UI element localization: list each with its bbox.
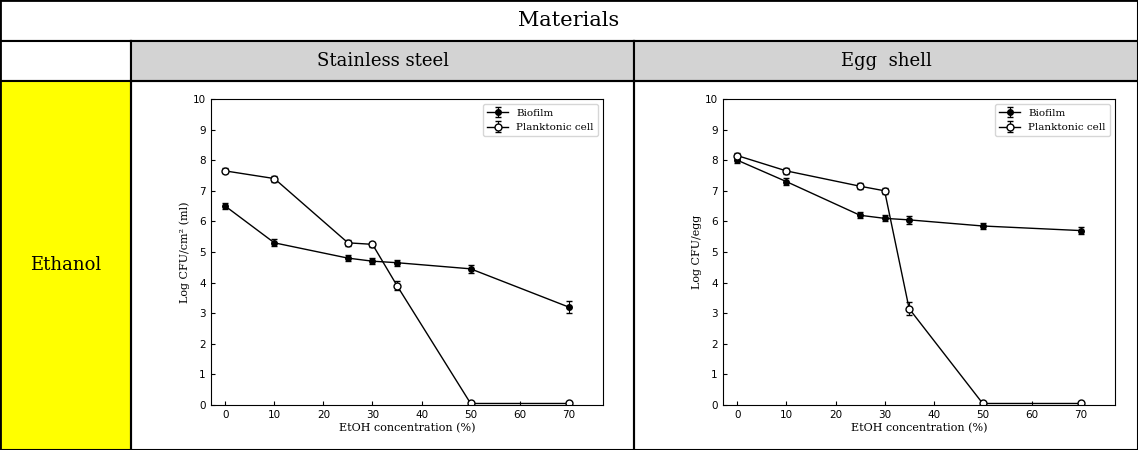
Text: Stainless steel: Stainless steel [316,52,448,70]
Legend: Biofilm, Planktonic cell: Biofilm, Planktonic cell [483,104,597,136]
X-axis label: EtOH concentration (%): EtOH concentration (%) [339,423,475,433]
Text: Ethanol: Ethanol [30,256,101,274]
X-axis label: EtOH concentration (%): EtOH concentration (%) [851,423,987,433]
Text: Egg  shell: Egg shell [841,52,932,70]
Legend: Biofilm, Planktonic cell: Biofilm, Planktonic cell [995,104,1110,136]
Y-axis label: Log CFU/cm² (ml): Log CFU/cm² (ml) [179,201,190,303]
Y-axis label: Log CFU/egg: Log CFU/egg [692,215,702,289]
Text: Materials: Materials [519,11,619,30]
